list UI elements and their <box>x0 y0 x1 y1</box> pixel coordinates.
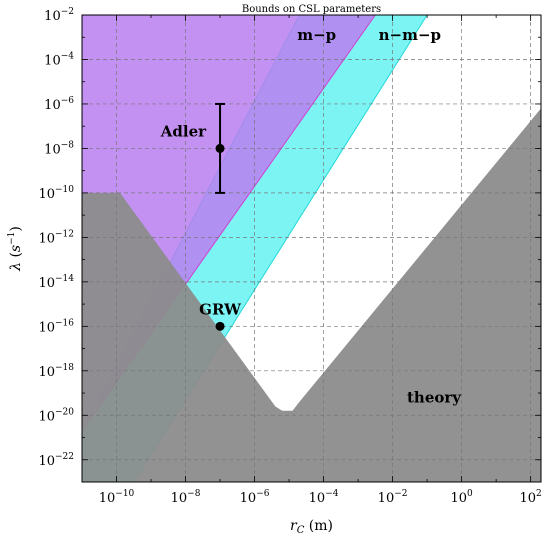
region-labels-layer: n−m−p m−p theory <box>297 26 462 406</box>
ticks-layer: 10−10 10−8 10−6 10−4 10−2 100 102 10−2 10−4 10−6 1… <box>38 7 541 506</box>
chart-title: Bounds on CSL parameters <box>242 4 381 15</box>
y-tick-label: 10−8 <box>44 140 74 157</box>
region-2 <box>82 108 541 482</box>
y-tick-label: 10−16 <box>38 318 74 335</box>
y-tick-label: 10−22 <box>38 452 74 469</box>
point-label: Adler <box>160 122 207 140</box>
axis-labels-layer: rC (m) λ (s−1) <box>7 226 333 536</box>
x-tick-label: 10−4 <box>309 489 339 506</box>
point-label: GRW <box>199 300 242 318</box>
y-tick-label: 10−14 <box>38 274 74 291</box>
data-point <box>215 143 225 153</box>
y-tick-label: 10−4 <box>44 51 74 68</box>
x-tick-label: 102 <box>520 489 542 506</box>
x-tick-label: 100 <box>450 489 473 506</box>
y-tick-label: 10−2 <box>44 7 74 24</box>
y-tick-label: 10−12 <box>38 229 74 246</box>
y-axis-label: λ (s−1) <box>7 226 24 272</box>
plot-frame <box>81 14 542 483</box>
x-tick-label: 10−6 <box>240 489 270 506</box>
x-tick-label: 10−2 <box>378 489 408 506</box>
x-tick-label: 10−10 <box>99 489 135 506</box>
x-axis-label: rC (m) <box>290 518 333 536</box>
region-label: theory <box>407 388 462 406</box>
y-tick-label: 10−6 <box>44 96 74 113</box>
y-tick-label: 10−20 <box>38 407 74 424</box>
region-label: n−m−p <box>379 26 441 44</box>
regions-layer <box>82 15 541 482</box>
region-label: m−p <box>297 26 336 44</box>
data-point <box>215 321 225 331</box>
y-tick-label: 10−18 <box>38 363 74 380</box>
x-tick-label: 10−8 <box>171 489 201 506</box>
y-tick-label: 10−10 <box>38 185 74 202</box>
points-layer: Adler GRW <box>160 102 242 331</box>
grid-layer <box>82 14 541 482</box>
